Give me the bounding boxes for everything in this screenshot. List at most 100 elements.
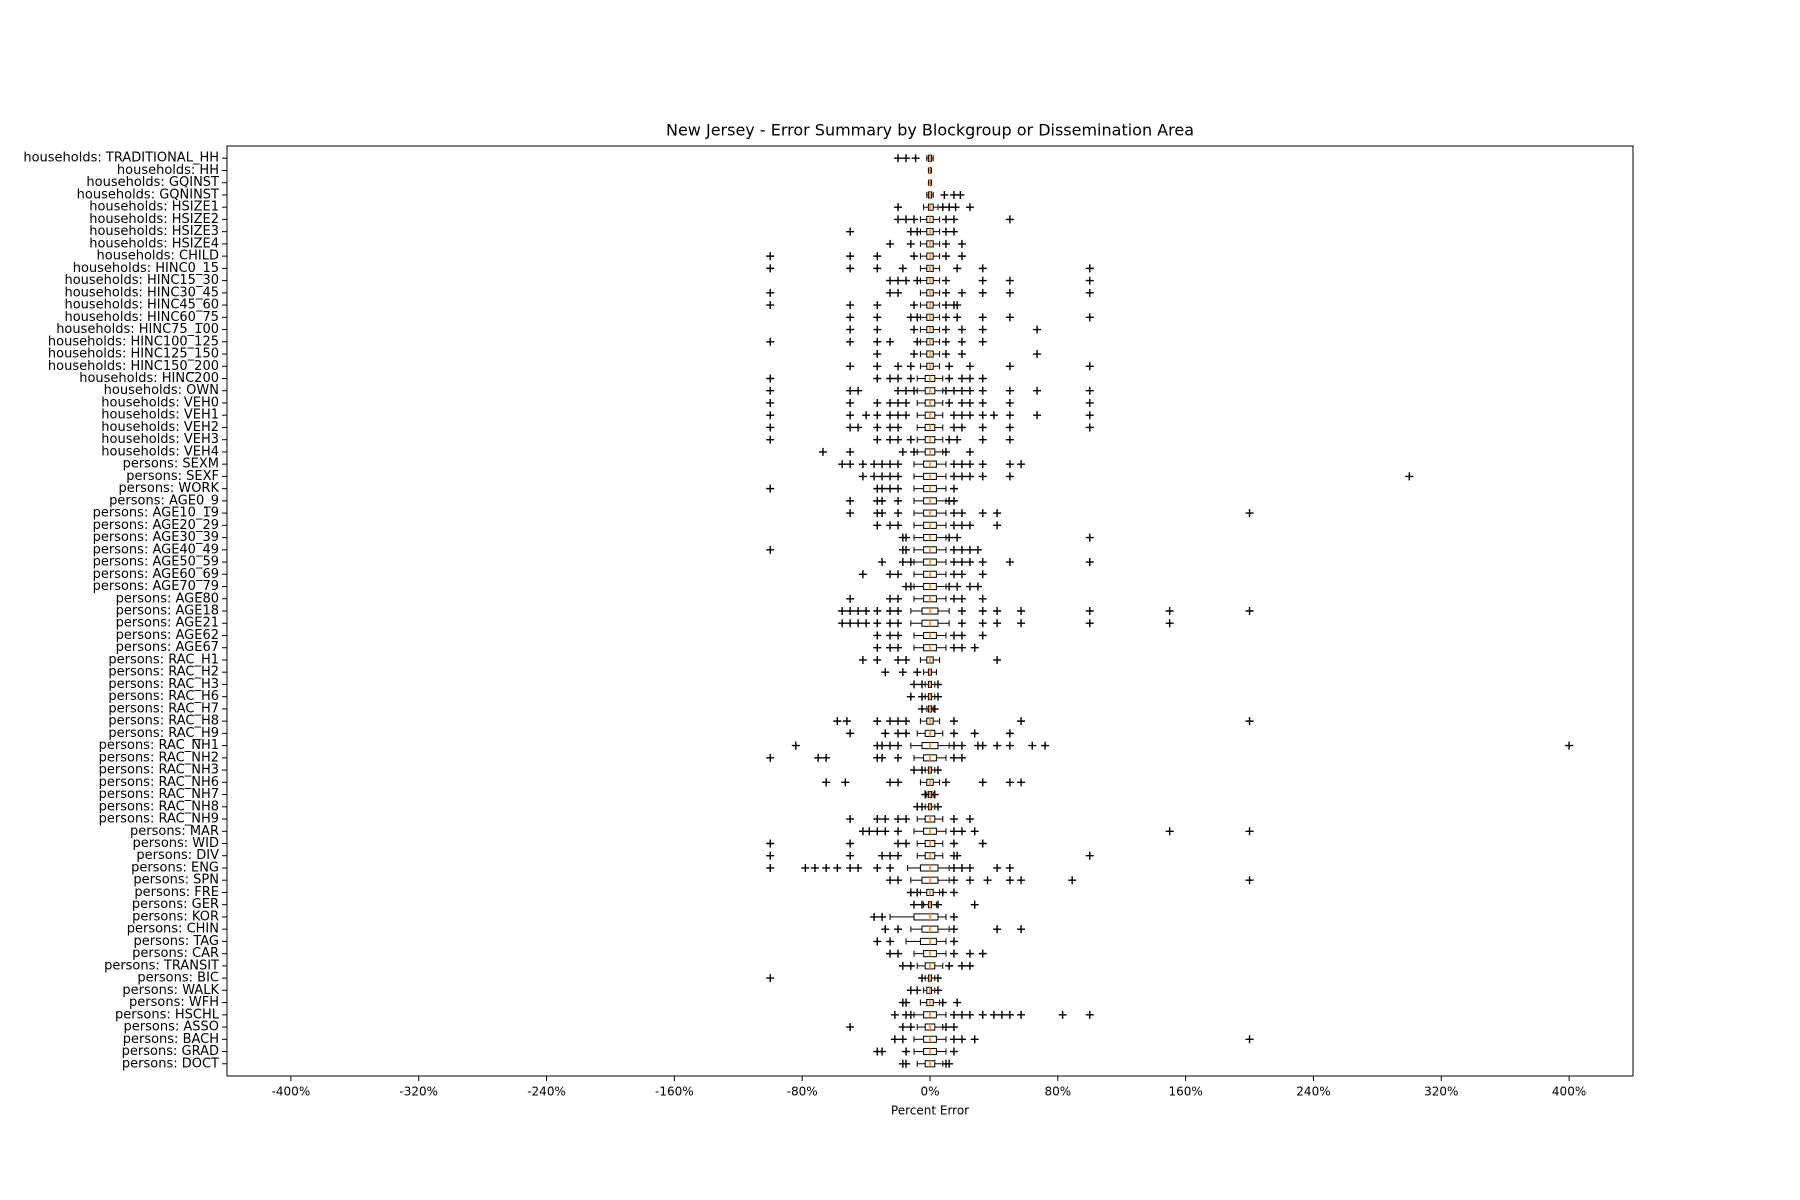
flier [953,998,962,1007]
flier [858,655,867,664]
box [926,986,933,994]
flier [862,411,871,420]
flier [1245,509,1254,518]
flier [873,619,882,628]
flier [951,203,960,212]
flier [902,545,911,554]
flier [1005,558,1014,567]
y-tick-label: persons: AGE50_59 [93,555,219,570]
flier [894,717,903,726]
flier [873,374,882,383]
flier [902,839,911,848]
flier [933,692,942,701]
flier [894,851,903,860]
flier [902,215,911,224]
flier [1085,288,1094,297]
flier [957,374,966,383]
y-tick-label: persons: DIV [136,848,219,863]
flier [993,655,1002,664]
flier [890,1035,899,1044]
y-tick-label: households: HINC75_100 [56,322,219,337]
y-tick-label: persons: TRANSIT [104,958,219,973]
y-tick-label: persons: CAR [132,946,219,961]
flier [873,252,882,261]
flier [949,1035,958,1044]
flier [949,496,958,505]
flier [941,447,950,456]
flier [902,533,911,542]
flier [886,288,895,297]
flier [1085,411,1094,420]
flier [941,288,950,297]
y-tick-label: households: HINC45_60 [64,298,219,313]
flier [766,851,775,860]
flier [978,509,987,518]
flier [846,264,855,273]
flier [894,631,903,640]
flier [965,386,974,395]
flier [846,496,855,505]
y-tick-label: persons: RAC_NH1 [99,738,219,753]
flier [949,521,958,530]
flier [1245,1035,1254,1044]
flier [873,301,882,310]
flier [902,1059,911,1068]
y-tick-label: persons: HSCHL [115,1007,220,1022]
flier [886,276,895,285]
y-tick-label: persons: RAC_H8 [108,714,219,729]
flier [1041,741,1050,750]
flier [1085,386,1094,395]
flier [945,1059,954,1068]
flier [878,1047,887,1056]
flier [965,949,974,958]
flier [965,472,974,481]
y-tick-label: households: HINC125_150 [48,347,219,362]
flier [854,423,863,432]
plot-frame [226,145,1634,1077]
flier [949,643,958,652]
flier [894,949,903,958]
flier [886,460,895,469]
flier [902,411,911,420]
y-tick-label: households: VEH4 [101,444,219,459]
flier [906,362,915,371]
y-tick-label: persons: TAG [133,934,219,949]
flier [846,252,855,261]
y-tick-label: persons: WORK [119,481,220,496]
flier [878,484,887,493]
flier [949,1023,958,1032]
flier [846,607,855,615]
flier [930,704,939,713]
flier [854,863,863,872]
flier [910,900,919,909]
flier [894,276,903,285]
flier [949,460,958,469]
flier [791,741,800,750]
y-tick-label: persons: AGE80 [116,591,219,606]
flier [978,741,987,750]
flier [894,594,903,603]
flier [846,301,855,310]
flier [965,411,974,420]
y-tick-label: persons: RAC_NH6 [99,775,219,790]
flier [1005,288,1014,297]
y-tick-label: persons: CHIN [127,922,219,937]
y-tick-label: households: VEH3 [101,432,219,447]
flier [846,729,855,738]
flier [906,239,915,248]
flier [978,325,987,334]
flier [1085,362,1094,371]
flier [1085,423,1094,432]
y-tick-label: persons: RAC_H6 [108,689,219,704]
flier [846,411,855,420]
flier [957,545,966,554]
flier [873,863,882,872]
y-tick-label: households: VEH1 [101,408,219,423]
flier [941,386,950,395]
flier [898,668,907,677]
flier [881,815,890,824]
flier [913,337,922,346]
flier [1005,362,1014,371]
flier [842,717,851,726]
flier [906,582,915,591]
